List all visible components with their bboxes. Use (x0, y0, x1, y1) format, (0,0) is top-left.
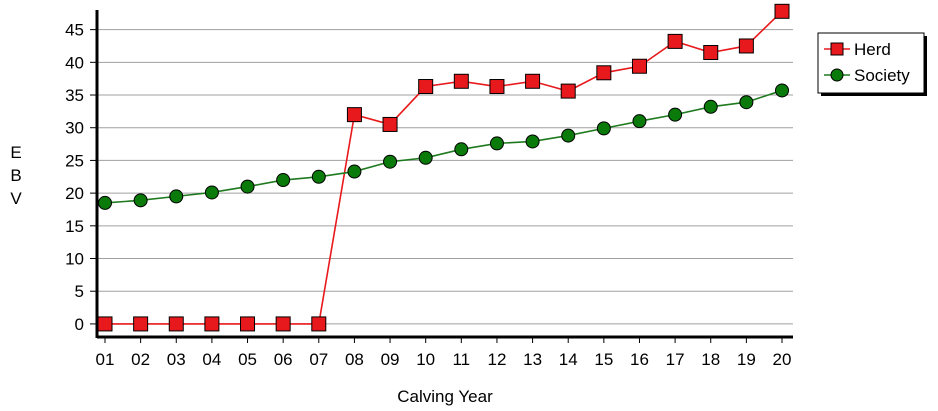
y-tick-label: 5 (75, 282, 84, 301)
society-point (347, 164, 362, 179)
herd-point (631, 58, 647, 74)
x-tick-label: 10 (416, 350, 435, 369)
y-tick-label: 10 (65, 250, 84, 269)
x-tick-label: 09 (381, 350, 400, 369)
herd-point (168, 316, 184, 332)
x-tick-label: 18 (701, 350, 720, 369)
y-axis-title-letter: E (10, 143, 21, 162)
x-tick-label: 19 (737, 350, 756, 369)
y-tick-label: 40 (65, 53, 84, 72)
society-point (169, 189, 184, 204)
society-point (668, 107, 683, 122)
society-point (703, 99, 718, 114)
series-herd (97, 3, 790, 332)
herd-point (240, 316, 256, 332)
society-point (561, 128, 576, 143)
x-tick-label: 06 (274, 350, 293, 369)
society-point (632, 114, 647, 129)
gridlines (97, 29, 793, 325)
society-point (383, 154, 398, 169)
legend-square-marker (830, 42, 844, 56)
society-point (204, 185, 219, 200)
herd-point (311, 316, 327, 332)
x-tick-label: 13 (523, 350, 542, 369)
series-layer (97, 3, 790, 332)
society-point (133, 193, 148, 208)
herd-point (418, 79, 434, 95)
herd-point (489, 79, 505, 95)
society-point (418, 150, 433, 165)
x-tick-label: 05 (238, 350, 257, 369)
society-point (98, 195, 112, 210)
y-tick-label: 25 (65, 151, 84, 170)
x-tick-label: 04 (202, 350, 221, 369)
x-tick-label: 17 (666, 350, 685, 369)
series-society (98, 83, 789, 210)
herd-point (667, 33, 683, 49)
society-point (240, 179, 255, 194)
herd-point (560, 83, 576, 99)
herd-point (97, 316, 113, 332)
y-tick-label: 30 (65, 119, 84, 138)
herd-point (453, 73, 469, 89)
y-axis-title: EBV (10, 143, 22, 208)
legend: Herd Society (817, 32, 927, 96)
x-tick-label: 07 (309, 350, 328, 369)
legend-circle-marker (830, 68, 844, 82)
x-tick-label: 08 (345, 350, 364, 369)
x-tick-label: 01 (96, 350, 115, 369)
society-point (454, 142, 469, 157)
x-tick-label: 02 (131, 350, 150, 369)
legend-label: Herd (854, 40, 891, 59)
x-tick-label: 11 (452, 350, 470, 369)
herd-point (738, 38, 754, 54)
x-tick-label: 12 (487, 350, 506, 369)
x-tick-label: 14 (559, 350, 578, 369)
y-tick-label: 0 (75, 315, 84, 334)
society-point (276, 173, 291, 188)
y-axis-title-letter: B (10, 166, 21, 185)
y-tick-label: 35 (65, 86, 84, 105)
x-axis-title: Calving Year (397, 387, 493, 406)
herd-point (346, 107, 362, 123)
society-line (104, 89, 783, 204)
herd-line (105, 10, 783, 325)
herd-point (596, 65, 612, 81)
y-axis-ticks: 0 5 10 15 20 25 30 35 40 45 (65, 21, 97, 334)
society-point (311, 169, 326, 184)
x-tick-label: 03 (167, 350, 186, 369)
herd-point (133, 316, 149, 332)
herd-point (774, 3, 790, 19)
x-tick-label: 16 (630, 350, 649, 369)
herd-point (275, 316, 291, 332)
society-point (489, 136, 504, 151)
society-point (775, 83, 789, 98)
x-tick-label: 20 (773, 350, 792, 369)
y-tick-label: 45 (65, 21, 84, 40)
x-axis-ticks: 01 02 03 04 05 06 07 08 09 10 11 12 13 14 15 16 17 18 19 20 (96, 337, 792, 369)
y-axis-title-letter: V (10, 189, 22, 208)
society-point (596, 121, 611, 136)
herd-point (703, 45, 719, 61)
society-point (525, 134, 540, 149)
herd-point (204, 316, 220, 332)
herd-point (382, 116, 398, 132)
y-tick-label: 20 (65, 184, 84, 203)
y-tick-label: 15 (65, 217, 84, 236)
x-tick-label: 15 (594, 350, 613, 369)
herd-point (525, 73, 541, 89)
society-point (739, 95, 754, 110)
legend-label: Society (854, 66, 910, 85)
